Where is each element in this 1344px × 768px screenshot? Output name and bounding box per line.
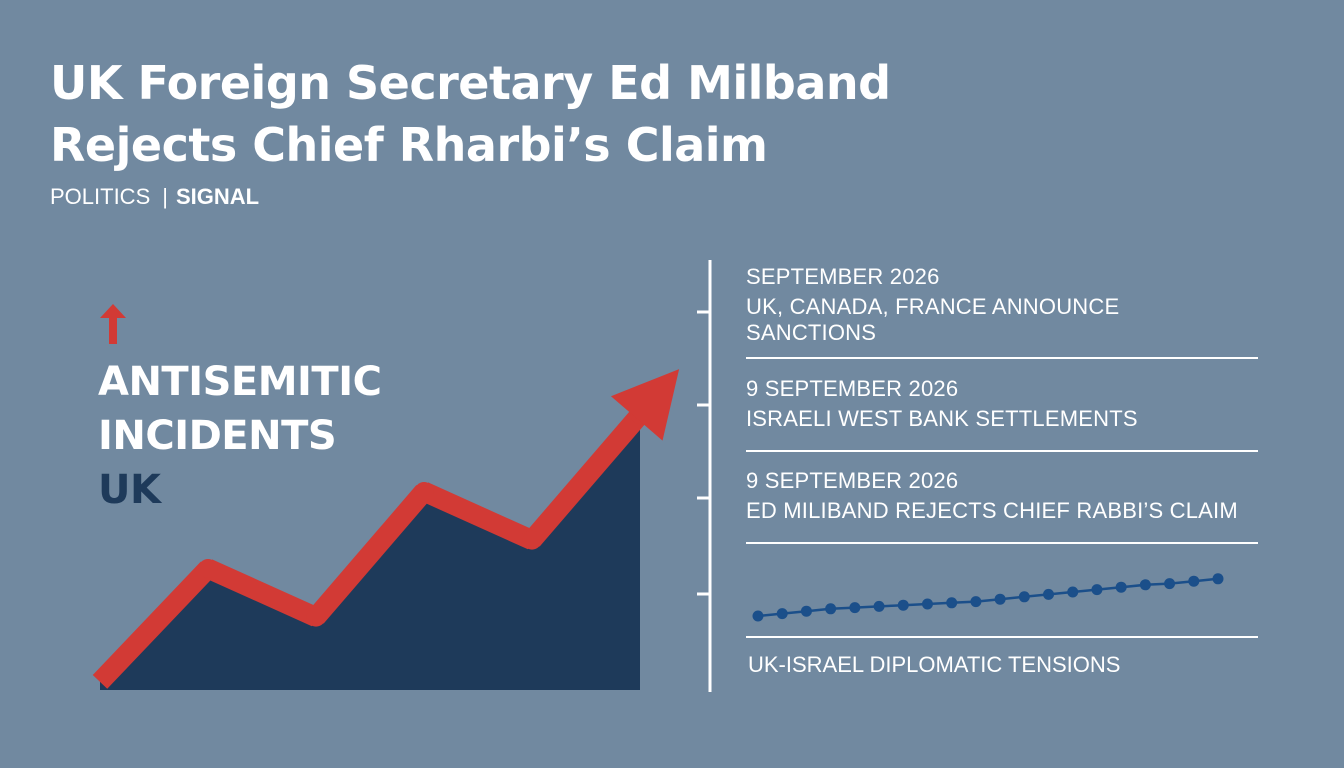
incidents-line-segment — [524, 408, 648, 547]
headline-line-1: UK Foreign Secretary Ed Milband — [50, 56, 891, 110]
headline-line-2: Rejects Chief Rharbi’s Claim — [50, 118, 768, 172]
timeline-event-1: SEPTEMBER 2026 UK, CANADA, FRANCE ANNOUN… — [746, 264, 1266, 346]
timeline-event-3-text: ED MILIBAND REJECTS CHIEF RABBI’S CLAIM — [746, 498, 1238, 523]
tensions-point — [1067, 586, 1079, 598]
incidents-point — [522, 530, 542, 550]
incidents-line-segment — [419, 482, 537, 550]
tensions-point — [1018, 591, 1030, 603]
up-arrow-icon — [100, 304, 126, 344]
tensions-point — [1091, 584, 1103, 596]
timeline-event-2: 9 SEPTEMBER 2026 ISRAELI WEST BANK SETTL… — [746, 376, 1266, 432]
tag-separator: | — [162, 184, 168, 209]
tensions-point — [849, 602, 861, 614]
timeline-event-3-date: 9 SEPTEMBER 2026 — [746, 468, 959, 493]
timeline-axis — [697, 260, 1258, 692]
diplomatic-tensions-chart — [752, 573, 1224, 622]
incidents-arrow-head — [610, 369, 680, 441]
tensions-chart-label: UK-ISRAEL DIPLOMATIC TENSIONS — [748, 652, 1121, 677]
tensions-point — [1043, 588, 1055, 600]
chart-title-line-2: INCIDENTS UK — [98, 409, 381, 517]
antisemitic-incidents-chart — [92, 369, 680, 690]
timeline-event-1-text: UK, CANADA, FRANCE ANNOUNCE SANCTIONS — [746, 294, 1120, 345]
tag-signal[interactable]: SIGNAL — [175, 184, 260, 209]
tensions-point — [946, 597, 958, 609]
tensions-point — [1188, 575, 1200, 587]
tensions-point — [1212, 573, 1224, 585]
tensions-point — [897, 599, 909, 611]
timeline-event-3: 9 SEPTEMBER 2026 ED MILIBAND REJECTS CHI… — [746, 468, 1266, 524]
tensions-point — [873, 600, 885, 612]
tensions-point — [1115, 581, 1127, 593]
incidents-line-segment — [203, 559, 321, 627]
incidents-point — [198, 559, 218, 578]
incidents-line-segment — [92, 561, 216, 689]
chart-title-uk: UK — [98, 467, 161, 513]
chart-title: ANTISEMITIC INCIDENTS UK — [98, 355, 382, 517]
timeline-event-2-text: ISRAELI WEST BANK SETTLEMENTS — [746, 406, 1138, 431]
tensions-point — [776, 608, 788, 620]
tensions-point — [1164, 578, 1176, 590]
tensions-point — [752, 610, 764, 622]
tensions-point — [825, 603, 837, 615]
tensions-point — [970, 596, 982, 608]
incidents-line-segment — [308, 485, 432, 624]
tensions-point — [994, 593, 1006, 605]
incidents-point — [414, 482, 434, 502]
headline: UK Foreign Secretary Ed Milband Rejects … — [50, 52, 1050, 176]
tag-politics[interactable]: POLITICS — [50, 184, 151, 209]
tensions-point — [800, 605, 812, 617]
timeline-event-1-date: SEPTEMBER 2026 — [746, 264, 940, 289]
timeline-event-2-date: 9 SEPTEMBER 2026 — [746, 376, 959, 401]
chart-title-incidents: INCIDENTS — [98, 413, 337, 459]
category-tags: POLITICS | SIGNAL — [50, 184, 259, 210]
incidents-area — [100, 414, 640, 690]
tensions-point — [1139, 579, 1151, 591]
incidents-point — [306, 607, 326, 627]
tensions-point — [921, 598, 933, 610]
chart-title-line-1: ANTISEMITIC — [98, 359, 382, 405]
